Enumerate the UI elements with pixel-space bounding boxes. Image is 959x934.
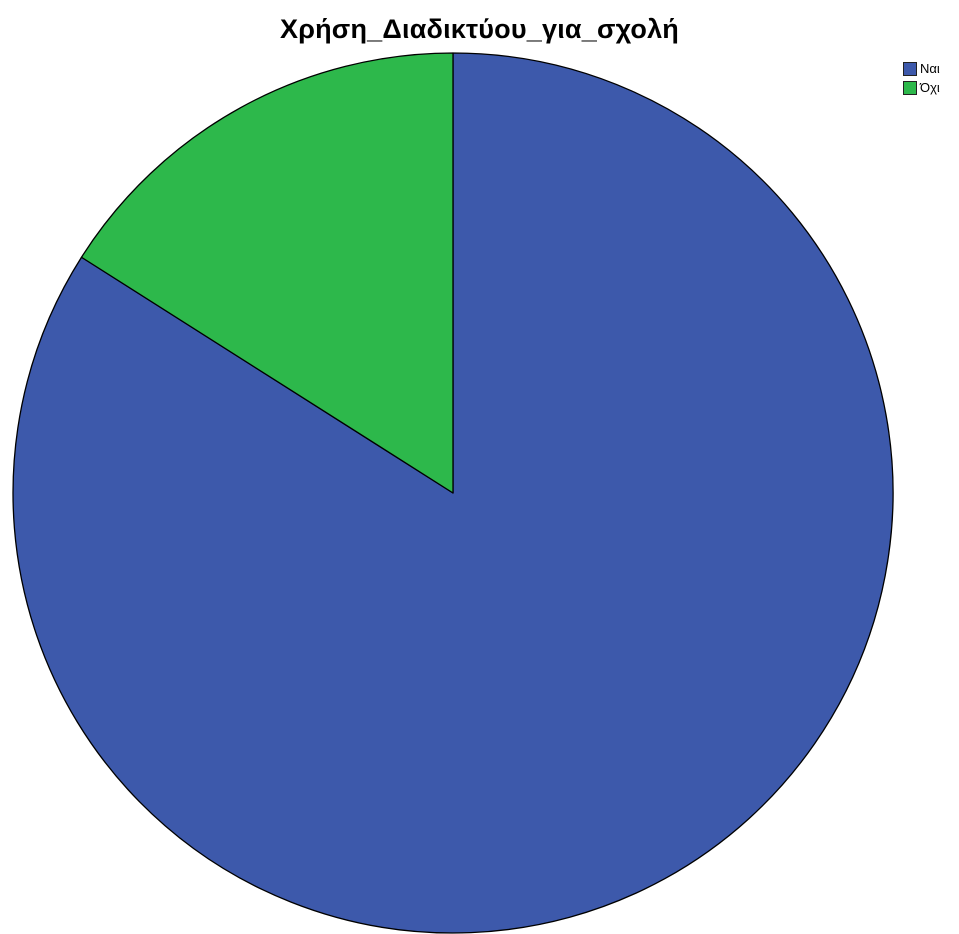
legend-swatch xyxy=(903,80,917,95)
chart-title: Χρήση_Διαδικτύου_για_σχολή xyxy=(280,14,679,44)
pie-slices xyxy=(12,52,894,934)
legend: Ναι Όχι xyxy=(903,59,940,97)
legend-label: Ναι xyxy=(920,61,940,76)
legend-item: Όχι xyxy=(903,78,940,97)
legend-item: Ναι xyxy=(903,59,940,78)
legend-label: Όχι xyxy=(920,80,940,95)
legend-swatch xyxy=(903,61,917,76)
pie-slice-2 xyxy=(80,52,454,494)
